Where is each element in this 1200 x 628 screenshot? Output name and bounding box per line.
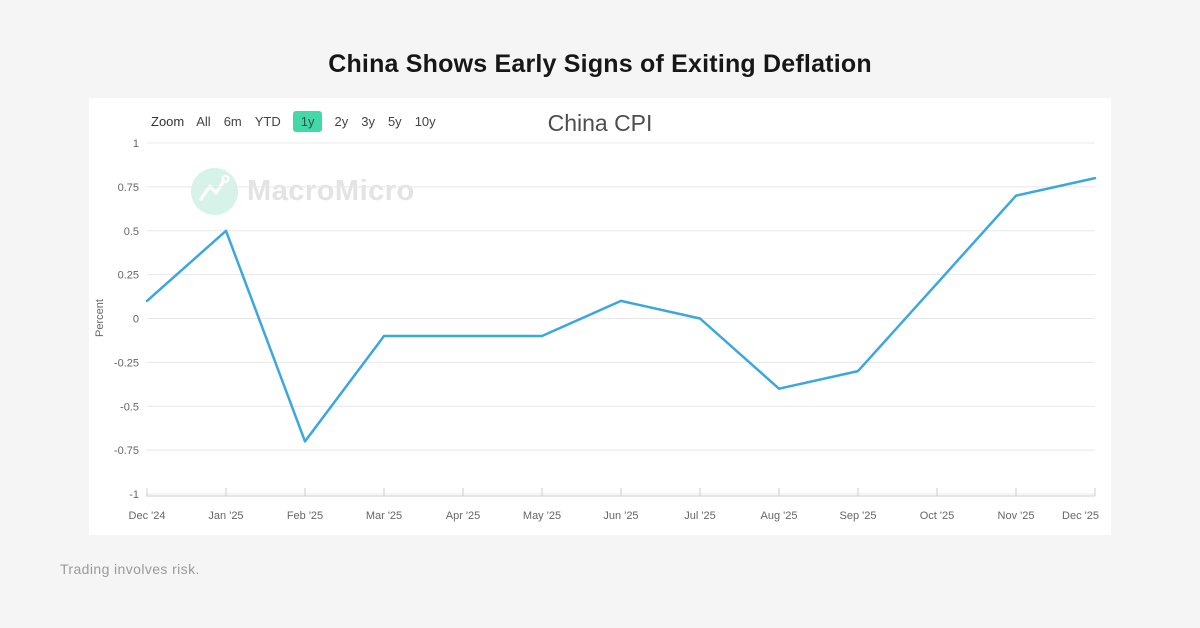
x-axis-tick-label: Dec '25: [1062, 510, 1099, 522]
y-axis-tick-label: 0: [133, 314, 139, 326]
x-axis-tick-label: Jan '25: [208, 510, 243, 522]
x-axis-tick-label: Nov '25: [998, 510, 1035, 522]
y-axis-tick-label: 1: [133, 138, 139, 150]
zoom-range-5y[interactable]: 5y: [387, 114, 402, 129]
y-axis-tick-label: -0.75: [114, 445, 139, 457]
x-axis-tick-label: Dec '24: [129, 510, 166, 522]
y-axis-tick-label: -0.5: [120, 401, 139, 413]
x-axis-tick-label: Aug '25: [761, 510, 798, 522]
page-title: China Shows Early Signs of Exiting Defla…: [328, 50, 872, 78]
y-axis-tick-label: 0.5: [124, 226, 139, 238]
x-axis-tick-label: Sep '25: [840, 510, 877, 522]
zoom-range-2y[interactable]: 2y: [334, 114, 349, 129]
chart-panel: Zoom All 6m YTD 1y 2y 3y 5y 10y China CPI Macro…: [89, 98, 1111, 535]
zoom-range-1y[interactable]: 1y: [292, 111, 323, 132]
chart-title: China CPI: [547, 110, 653, 136]
y-axis-tick-label: -1: [129, 489, 139, 501]
y-axis-tick-label: 0.25: [118, 270, 139, 282]
zoom-range-3y[interactable]: 3y: [361, 114, 375, 129]
disclaimer-text: Trading involves risk.: [60, 561, 200, 577]
x-axis-tick-label: Jul '25: [684, 510, 715, 522]
x-axis-tick-label: Oct '25: [920, 510, 955, 522]
x-axis-tick-label: Feb '25: [287, 510, 323, 522]
zoom-toolbar: Zoom All 6m YTD 1y 2y 3y 5y 10y: [151, 111, 437, 132]
zoom-range-all[interactable]: All: [196, 114, 211, 129]
y-axis-tick-label: 0.75: [118, 182, 139, 194]
y-axis-tick-label: -0.25: [114, 357, 139, 369]
x-axis-tick-label: Apr '25: [446, 510, 481, 522]
x-axis-tick-label: Jun '25: [603, 510, 638, 522]
zoom-range-ytd[interactable]: YTD: [254, 114, 281, 129]
zoom-toolbar-label: Zoom: [151, 114, 185, 129]
y-axis-title: Percent: [94, 299, 106, 337]
zoom-range-buttons: All 6m YTD 1y 2y 3y 5y 10y: [195, 111, 436, 132]
zoom-range-10y[interactable]: 10y: [414, 114, 436, 129]
zoom-range-6m[interactable]: 6m: [223, 114, 242, 129]
x-axis-tick-label: May '25: [523, 510, 561, 522]
x-axis-tick-label: Mar '25: [366, 510, 402, 522]
cpi-line-chart: 1 0.75 0.5 0.25 0 -0.25 -0.5 -0.75 -1 Dec '24 Jan …: [94, 138, 1099, 522]
cpi-line-series[interactable]: [145, 176, 1097, 443]
